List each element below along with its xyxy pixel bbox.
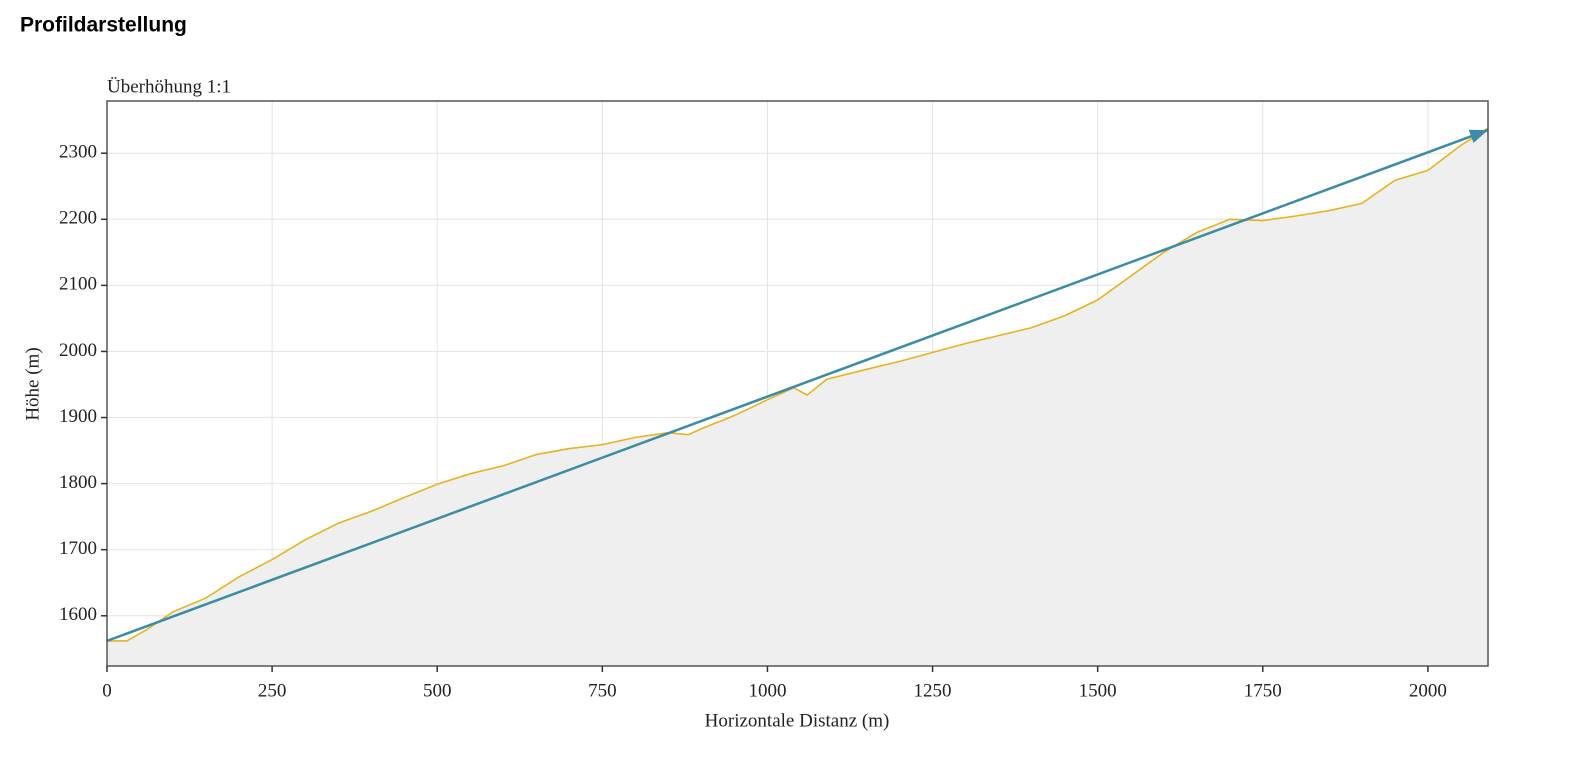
- plot-frame: [106, 100, 1489, 667]
- y-tick-label: 2000: [59, 340, 97, 361]
- chart-subtitle: Überhöhung 1:1: [107, 76, 231, 97]
- y-tick-label: 2300: [59, 142, 97, 163]
- x-tick-label: 1750: [1244, 680, 1282, 701]
- x-tick-label: 2000: [1409, 680, 1447, 701]
- y-tick-label: 2100: [59, 274, 97, 295]
- profile-line: [107, 127, 1489, 642]
- x-tick-label: 1500: [1079, 680, 1117, 701]
- x-tick-label: 1250: [914, 680, 952, 701]
- y-tick-label: 1600: [59, 604, 97, 625]
- x-tick-label: 500: [423, 680, 452, 701]
- area-fill: [107, 128, 1488, 666]
- x-tick-label: 750: [588, 680, 617, 701]
- x-axis-label: Horizontale Distanz (m): [705, 710, 890, 731]
- arrow-line: [106, 128, 1489, 643]
- arrow-head: [1468, 129, 1488, 143]
- y-tick-label: 1700: [59, 538, 97, 559]
- x-tick-label: 250: [258, 680, 287, 701]
- x-tick-label: 0: [102, 680, 112, 701]
- y-tick-label: 1900: [59, 406, 97, 427]
- y-axis-label: Höhe (m): [22, 347, 43, 420]
- y-tick-label: 1800: [59, 472, 97, 493]
- page-title: Profildarstellung: [20, 14, 187, 37]
- y-tick-label: 2200: [59, 208, 97, 229]
- x-tick-label: 1000: [748, 680, 786, 701]
